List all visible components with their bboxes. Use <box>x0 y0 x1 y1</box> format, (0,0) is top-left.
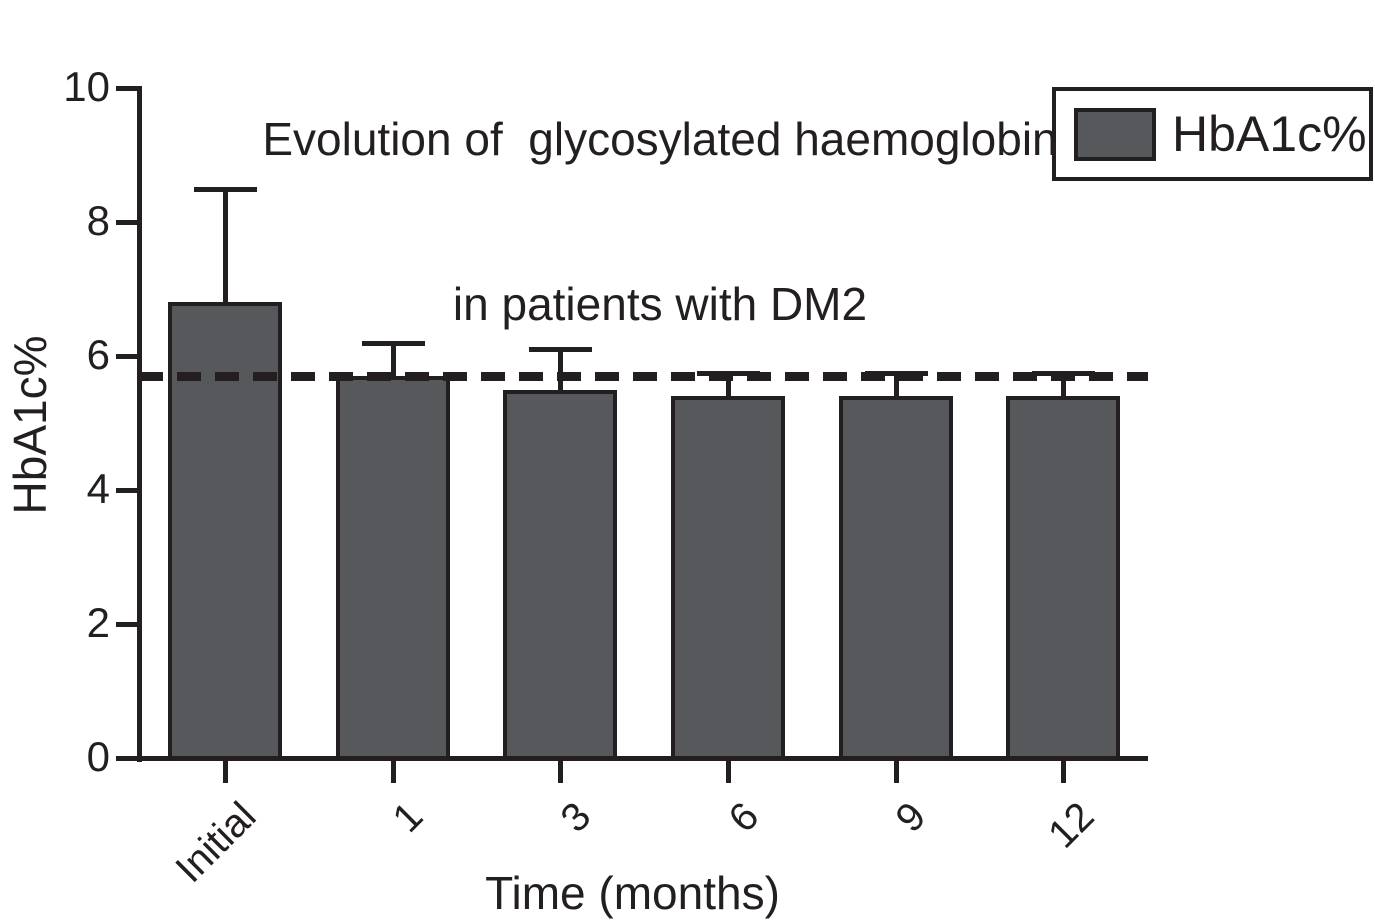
x-tick <box>558 760 564 783</box>
y-tick-label: 6 <box>86 331 110 378</box>
x-tick-label: 9 <box>887 794 935 841</box>
legend: HbA1c% <box>1052 87 1373 181</box>
bar <box>1006 396 1121 760</box>
x-tick <box>223 760 228 783</box>
error-bar-stem <box>223 188 228 317</box>
error-bar-cap <box>194 186 257 192</box>
reference-dashed-line <box>139 371 1148 381</box>
x-tick <box>726 760 731 783</box>
chart-title-line2: in patients with DM2 <box>452 278 868 330</box>
error-bar-cap <box>529 347 593 353</box>
y-tick <box>116 622 138 627</box>
x-axis-label: Time (months) <box>485 867 780 919</box>
x-tick <box>893 760 899 783</box>
bar <box>838 396 953 760</box>
error-bar-cap <box>361 340 425 346</box>
y-tick-label: 0 <box>86 733 110 780</box>
x-tick <box>1061 760 1067 783</box>
x-tick-label: 1 <box>384 794 432 841</box>
chart-title: Evolution of glycosylated haemoglobin in… <box>0 2 1320 442</box>
y-tick-label: 2 <box>86 599 110 646</box>
x-tick-label: 3 <box>552 794 600 841</box>
error-bar-stem <box>726 372 731 411</box>
y-tick <box>116 756 138 761</box>
x-tick-label: 6 <box>720 794 768 841</box>
error-bar-stem <box>1061 372 1067 411</box>
y-tick-label: 4 <box>86 465 110 512</box>
y-tick <box>116 220 138 225</box>
bar <box>671 396 785 760</box>
x-tick-label: 12 <box>1039 794 1103 857</box>
x-axis-line <box>137 756 1148 761</box>
y-axis-line <box>137 86 142 762</box>
chart-title-line1: Evolution of glycosylated haemoglobin <box>262 113 1058 165</box>
y-tick <box>116 86 138 91</box>
legend-label: HbA1c% <box>1172 106 1367 162</box>
legend-swatch-icon <box>1074 107 1156 161</box>
error-bar-stem <box>390 342 396 391</box>
y-tick-label: 8 <box>86 197 110 244</box>
y-tick <box>116 354 138 359</box>
bar <box>335 376 450 760</box>
y-tick <box>116 488 138 493</box>
bar <box>503 389 618 760</box>
error-bar-stem <box>893 372 899 411</box>
x-tick <box>390 760 396 783</box>
y-tick-label: 10 <box>63 63 110 110</box>
